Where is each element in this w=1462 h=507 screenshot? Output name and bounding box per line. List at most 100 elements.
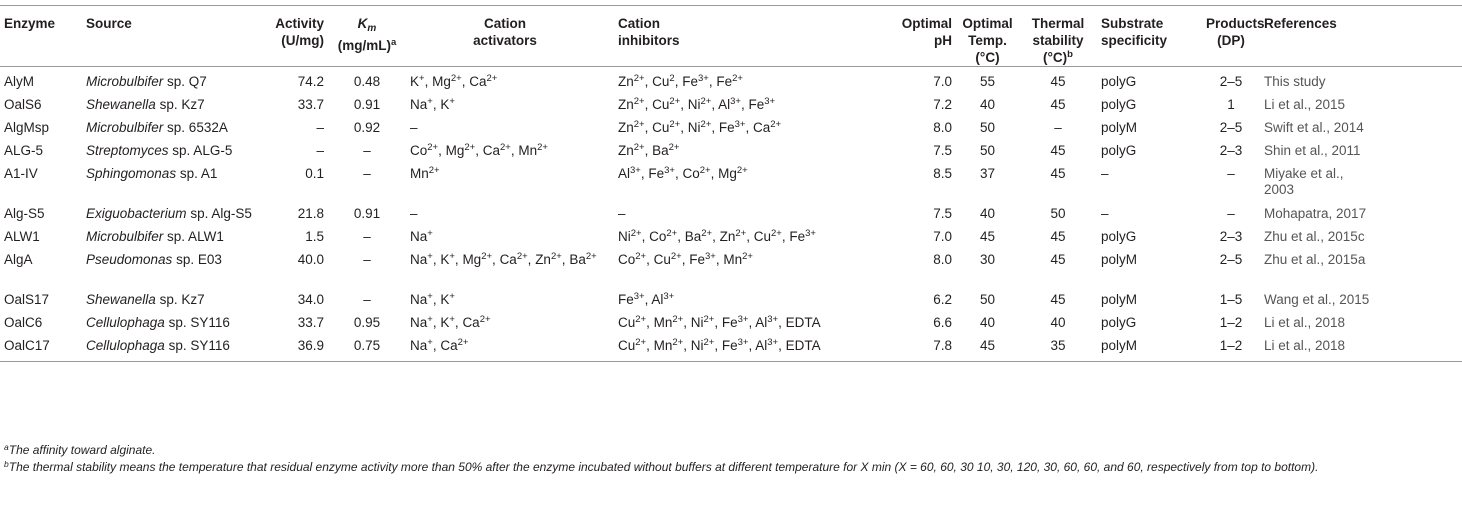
ion-symbol: Ni <box>687 120 701 135</box>
cell-thermal: 45 <box>1050 292 1066 307</box>
ion-symbol: Mg <box>445 143 465 158</box>
ion-charge: 2+ <box>464 142 476 153</box>
ion-symbol: Ni <box>690 338 704 353</box>
header-references: References <box>1264 16 1337 31</box>
cell-reference: Wang et al., 2015 <box>1260 288 1462 311</box>
cell-thermal: 45 <box>1050 229 1066 244</box>
cell-km: 0.92 <box>353 120 381 135</box>
cell-ph: 6.6 <box>933 315 952 330</box>
ion-symbol: Na <box>410 97 428 112</box>
cell-enzyme: ALG-5 <box>4 143 44 158</box>
ion-none: – <box>410 206 418 221</box>
cell-activators: Na+ <box>406 225 604 248</box>
header-temp: Optimal Temp. (°C) <box>962 16 1013 65</box>
ion-charge: 2+ <box>633 96 645 107</box>
cell-inhibitors: Cu2+, Mn2+, Ni2+, Fe3+, Al3+, EDTA <box>618 314 821 330</box>
cell-products: 2–5 <box>1219 74 1243 89</box>
source-genus: Shewanella <box>86 292 156 307</box>
header-enzyme: Enzyme <box>4 16 56 31</box>
cell-km: – <box>363 252 371 267</box>
cell-activity: 36.9 <box>297 338 324 353</box>
ion-charge: 2+ <box>669 96 681 107</box>
cell-substrate: polyG <box>1101 229 1137 244</box>
source-strain: sp. Alg-S5 <box>190 206 252 221</box>
cell-ph: 8.0 <box>933 120 952 135</box>
ion-symbol: Ba <box>569 252 586 267</box>
ion-charge: 2+ <box>672 337 684 348</box>
ion-charge: + <box>419 73 425 84</box>
ion-symbol: Co <box>649 229 667 244</box>
cell-ph: 7.5 <box>933 143 952 158</box>
header-products: Products (DP) <box>1206 16 1265 48</box>
cell-enzyme: A1-IV <box>4 166 38 181</box>
ion-charge: 2+ <box>633 142 645 153</box>
cell-products: 2–5 <box>1219 120 1243 135</box>
ion-symbol: Fe <box>618 292 634 307</box>
cell-thermal: 50 <box>1050 206 1066 221</box>
ion-symbol: Fe <box>718 120 735 135</box>
ion-symbol: EDTA <box>785 338 821 353</box>
ion-symbol: Mn <box>653 338 673 353</box>
ion-symbol: Na <box>410 338 428 353</box>
ion-charge: 2+ <box>537 142 548 153</box>
cell-activity: 0.1 <box>305 166 324 181</box>
source-strain: sp. ALW1 <box>167 229 224 244</box>
source-strain: sp. E03 <box>176 252 222 267</box>
ion-charge: 3+ <box>705 251 716 262</box>
cell-activators: Na+, K+, Ca2+ <box>410 314 491 330</box>
ion-charge: 2+ <box>700 96 712 107</box>
source-strain: sp. Kz7 <box>159 97 205 112</box>
ion-symbol: Fe <box>682 74 698 89</box>
cell-products: 1–5 <box>1219 292 1243 307</box>
cell-temp: 50 <box>979 143 996 158</box>
footnote-b: bThe thermal stability means the tempera… <box>4 459 1319 474</box>
source-strain: sp. A1 <box>179 166 218 181</box>
cell-source: Streptomyces sp. ALG-5 <box>82 139 270 162</box>
ion-symbol: Mn <box>723 252 743 267</box>
source-strain: sp. ALG-5 <box>172 143 233 158</box>
ion-charge: + <box>449 291 455 302</box>
table-row: OalC17 Cellulophaga sp. SY116 36.9 0.75 Na+,… <box>0 334 1462 362</box>
cell-enzyme: AlgMsp <box>4 120 50 135</box>
ion-symbol: Zn <box>618 74 634 89</box>
ion-charge: 3+ <box>730 96 741 107</box>
cell-activity: 33.7 <box>297 315 324 330</box>
ion-symbol: Mn <box>518 143 538 158</box>
table-row: OalS17 Shewanella sp. Kz7 34.0– Na+, K+ Fe3+… <box>0 288 1462 311</box>
source-genus: Shewanella <box>86 97 156 112</box>
ion-symbol: Fe <box>748 97 765 112</box>
table-row: OalC6 Cellulophaga sp. SY116 33.7 0.95 Na+, … <box>0 311 1462 334</box>
cell-km: – <box>363 143 371 158</box>
cell-activators: Mn2+ <box>406 162 604 202</box>
ion-symbol: Zn <box>535 252 551 267</box>
cell-reference: Li et al., 2018 <box>1260 334 1462 362</box>
ion-symbol: Ca <box>462 315 480 330</box>
ion-charge: 2+ <box>635 314 647 325</box>
reference-text: Li et al., 2015 <box>1264 97 1346 112</box>
ion-charge: 3+ <box>764 96 776 107</box>
cell-ph: 6.2 <box>933 292 952 307</box>
cell-products: 2–5 <box>1219 252 1243 267</box>
reference-text: Mohapatra, 2017 <box>1264 206 1367 221</box>
source-genus: Microbulbifer <box>86 74 164 89</box>
cell-inhibitors: Cu2+, Mn2+, Ni2+, Fe3+, Al3+, EDTA <box>618 337 821 353</box>
cell-substrate: – <box>1101 206 1109 221</box>
header-source: Source <box>86 16 132 31</box>
ion-charge: 3+ <box>663 291 675 302</box>
ion-charge: 2+ <box>635 251 647 262</box>
ion-symbol: Mg <box>718 166 737 181</box>
ion-symbol: Al <box>651 292 664 307</box>
source-genus: Exiguobacterium <box>86 206 187 221</box>
reference-text: Li et al., 2018 <box>1264 315 1346 330</box>
ion-charge: 2+ <box>630 228 642 239</box>
table-row: ALW1 Microbulbifer sp. ALW1 1.5 – Na+ Ni2+, C… <box>0 225 1462 248</box>
cell-source: Cellulophaga sp. SY116 <box>82 334 270 362</box>
cell-substrate: polyG <box>1101 143 1137 158</box>
source-genus: Streptomyces <box>86 143 169 158</box>
cell-activators: K+, Mg2+, Ca2+ <box>410 73 498 89</box>
cell-substrate: polyG <box>1101 74 1137 89</box>
cell-source: Cellulophaga sp. SY116 <box>82 311 270 334</box>
cell-reference: Mohapatra, 2017 <box>1260 202 1462 225</box>
table-row: AlyM Microbulbifer sp. Q7 74.2 0.48 K+, Mg2+… <box>0 67 1462 94</box>
cell-activators: – <box>406 202 604 225</box>
